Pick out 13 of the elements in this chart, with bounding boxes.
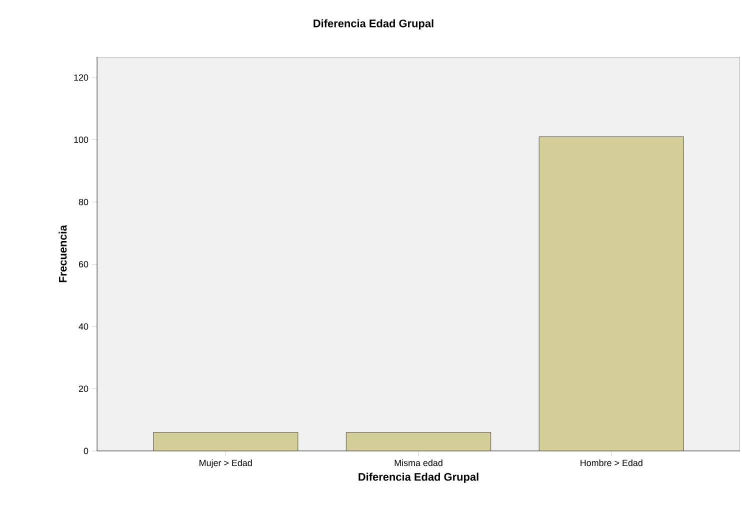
x-tick-label: Hombre > Edad bbox=[580, 460, 642, 466]
y-tick-label: 80 bbox=[78, 198, 88, 206]
chart-title: Diferencia Edad Grupal bbox=[314, 19, 434, 30]
y-tick-label: 40 bbox=[78, 323, 88, 330]
y-tick-label: 100 bbox=[74, 136, 88, 143]
x-tick-label: Mujer > Edad bbox=[200, 460, 252, 468]
x-axis-title: Diferencia Edad Grupal bbox=[358, 472, 478, 483]
y-tick-label: 120 bbox=[74, 74, 88, 81]
y-tick-label: 20 bbox=[78, 386, 88, 392]
y-tick-label: 60 bbox=[78, 261, 88, 268]
y-axis-title: Frecuencia bbox=[58, 224, 67, 282]
x-tick-label: Misma edad bbox=[394, 460, 442, 466]
y-tick-label: 0 bbox=[84, 448, 88, 454]
